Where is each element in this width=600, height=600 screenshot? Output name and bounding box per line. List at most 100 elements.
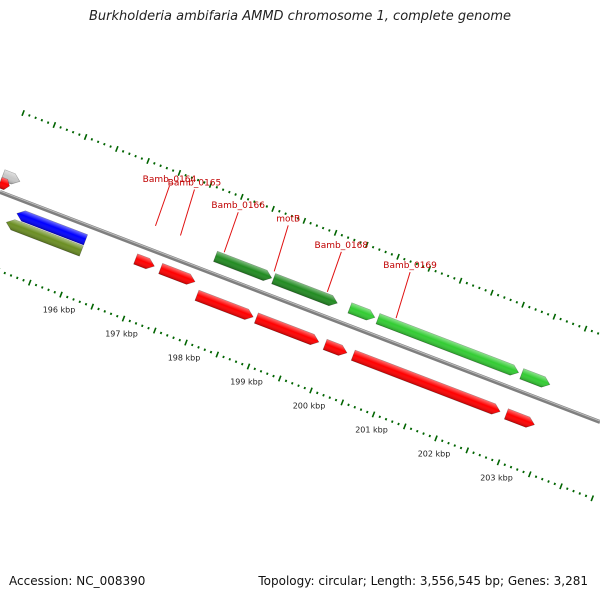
gene-leader-line (273, 225, 289, 272)
minor-tick (128, 152, 131, 156)
minor-tick (340, 233, 344, 237)
minor-tick (353, 405, 356, 409)
major-tick (90, 303, 95, 310)
minor-tick (109, 312, 113, 316)
minor-tick (472, 451, 475, 455)
feature-arrow (213, 250, 273, 281)
minor-tick (291, 381, 294, 385)
minor-tick (84, 302, 88, 306)
minor-tick (121, 150, 125, 153)
minor-tick (97, 307, 100, 311)
minor-tick (447, 441, 450, 445)
major-tick (590, 495, 595, 502)
minor-tick (534, 308, 537, 311)
minor-tick (153, 162, 156, 165)
minor-tick (159, 164, 162, 168)
minor-tick (253, 200, 256, 204)
major-tick (496, 459, 501, 466)
accession-text: Accession: NC_008390 (9, 574, 146, 588)
feature-arrow (503, 408, 535, 428)
minor-tick (496, 293, 500, 297)
minor-tick (309, 221, 312, 225)
minor-tick (328, 229, 331, 232)
minor-tick (484, 288, 487, 292)
feature-arrow (322, 338, 348, 356)
minor-tick (391, 420, 394, 423)
tick-label: 197 kbp (105, 330, 138, 339)
minor-tick (72, 298, 75, 301)
minor-tick (253, 367, 256, 371)
minor-tick (215, 185, 219, 189)
minor-tick (409, 260, 412, 263)
chromosome-backbone (0, 190, 600, 424)
minor-tick (465, 281, 469, 285)
map-title: Burkholderia ambifaria AMMD chromosome 1… (88, 9, 512, 24)
feature-arrow (5, 219, 84, 257)
feature-arrow (253, 312, 320, 346)
minor-tick (96, 140, 100, 144)
minor-tick (172, 336, 175, 340)
major-tick (402, 423, 407, 430)
feature-arrow (194, 289, 254, 320)
minor-tick (478, 453, 481, 457)
minor-tick (515, 300, 519, 304)
tick-label: 196 kbp (43, 306, 76, 315)
major-tick (309, 387, 313, 394)
major-tick (396, 253, 400, 260)
feature-tracks (0, 169, 551, 428)
tick-labels: 196 kbp 197 kbp 198 kbp 199 kbp 200 kbp 201 k… (43, 306, 513, 483)
minor-tick (196, 178, 200, 182)
gene-leader-line (395, 271, 411, 319)
minor-tick (184, 173, 187, 177)
major-tick (552, 313, 557, 320)
minor-tick (415, 262, 419, 266)
minor-tick (71, 130, 75, 134)
minor-tick (347, 403, 350, 407)
minor-tick (90, 138, 94, 141)
minor-tick (422, 432, 425, 435)
minor-tick (578, 324, 581, 328)
feature-arrow (347, 302, 376, 321)
major-tick (434, 435, 438, 442)
minor-tick (16, 276, 19, 280)
minor-tick (390, 253, 394, 256)
major-tick (490, 289, 494, 296)
feature-arrow (375, 313, 520, 376)
minor-tick (384, 417, 388, 421)
major-tick (27, 279, 32, 286)
feature-arrow (0, 176, 10, 191)
minor-tick (78, 300, 81, 304)
minor-tick (259, 369, 263, 373)
minor-tick (378, 248, 381, 251)
feature-arrow (350, 349, 501, 415)
major-tick (465, 447, 470, 454)
minor-tick (478, 286, 481, 290)
major-tick (458, 277, 463, 284)
minor-tick (297, 384, 300, 388)
minor-tick (322, 393, 325, 397)
minor-tick (47, 288, 50, 292)
minor-tick (416, 429, 419, 433)
major-tick (184, 339, 188, 346)
major-tick (115, 145, 119, 153)
minor-tick (453, 277, 456, 280)
minor-tick (359, 408, 363, 411)
major-tick (246, 363, 251, 370)
major-tick (83, 133, 88, 141)
major-tick (333, 229, 338, 236)
minor-tick (384, 250, 387, 254)
major-tick (271, 205, 275, 212)
minor-tick (315, 224, 319, 227)
minor-tick (440, 272, 444, 275)
minor-tick (584, 494, 588, 498)
minor-tick (566, 487, 569, 491)
gene-leader-line (179, 189, 195, 236)
tick-label: 199 kbp (230, 378, 263, 387)
minor-tick (409, 427, 413, 431)
minor-tick (596, 332, 600, 335)
tick-label: 200 kbp (293, 401, 326, 410)
major-tick (146, 157, 150, 165)
minor-tick (203, 181, 206, 184)
minor-tick (278, 209, 281, 213)
